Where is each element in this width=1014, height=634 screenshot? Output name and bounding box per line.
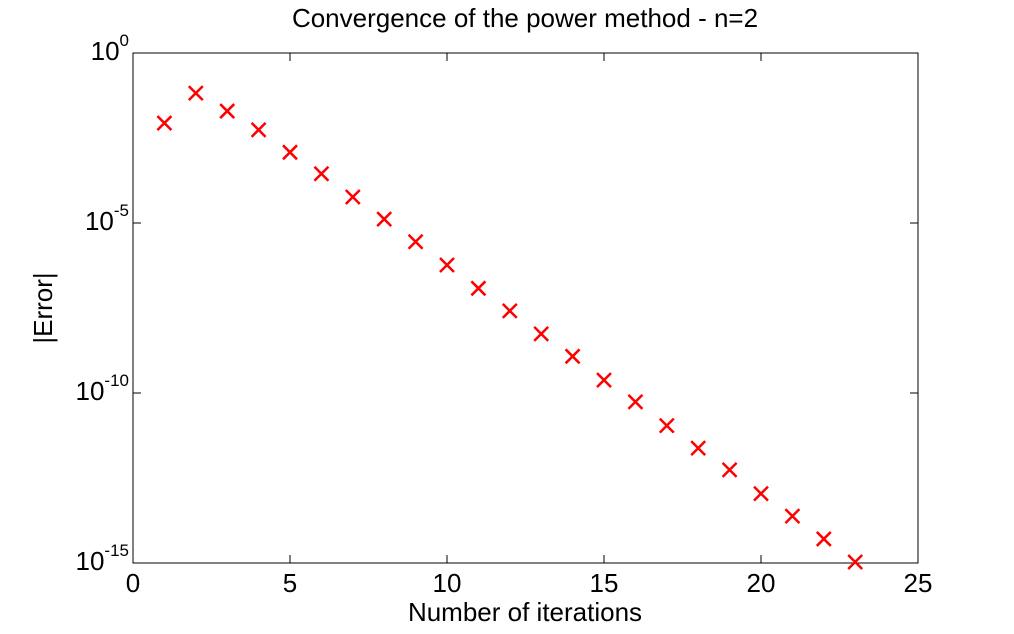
x-axis-label: Number of iterations bbox=[408, 597, 642, 627]
chart-title: Convergence of the power method - n=2 bbox=[292, 3, 758, 33]
x-tick-label: 0 bbox=[126, 568, 140, 598]
data-point bbox=[533, 325, 550, 342]
x-tick-label: 25 bbox=[904, 568, 933, 598]
data-point bbox=[564, 348, 581, 365]
data-point bbox=[187, 85, 204, 102]
y-tick-label: 10-15 bbox=[76, 541, 130, 575]
data-point bbox=[344, 189, 361, 205]
data-point bbox=[815, 531, 832, 547]
y-tick-label: 10-5 bbox=[85, 201, 129, 235]
data-point bbox=[847, 554, 864, 570]
data-point bbox=[376, 211, 393, 228]
data-point bbox=[250, 121, 267, 138]
data-point bbox=[596, 372, 612, 388]
data-point bbox=[753, 485, 769, 502]
data-point bbox=[439, 257, 455, 273]
data-point bbox=[156, 115, 173, 131]
data-point bbox=[282, 144, 298, 161]
x-tick-label: 15 bbox=[590, 568, 619, 598]
data-point bbox=[313, 165, 330, 182]
data-point bbox=[470, 280, 487, 297]
x-tick-label: 5 bbox=[283, 568, 297, 598]
data-point bbox=[784, 508, 801, 524]
data-point bbox=[690, 440, 707, 456]
y-tick-label: 100 bbox=[91, 31, 129, 65]
data-point bbox=[658, 417, 675, 434]
x-tick-label: 10 bbox=[433, 568, 462, 598]
plot-frame bbox=[132, 52, 919, 564]
data-point bbox=[627, 393, 644, 410]
data-point bbox=[721, 461, 738, 478]
x-tick-label: 20 bbox=[747, 568, 776, 598]
y-tick-label: 10-10 bbox=[76, 371, 130, 405]
data-point bbox=[219, 103, 236, 119]
data-point bbox=[407, 233, 424, 250]
data-point bbox=[501, 303, 518, 319]
y-axis-label: |Error| bbox=[28, 272, 58, 343]
